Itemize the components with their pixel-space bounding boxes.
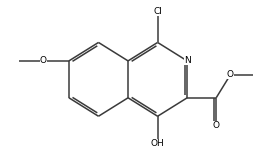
Text: OH: OH <box>151 140 165 148</box>
Text: N: N <box>184 56 191 65</box>
Text: O: O <box>40 56 47 65</box>
Text: Cl: Cl <box>153 7 162 16</box>
Text: O: O <box>227 70 234 79</box>
Text: O: O <box>213 121 220 130</box>
